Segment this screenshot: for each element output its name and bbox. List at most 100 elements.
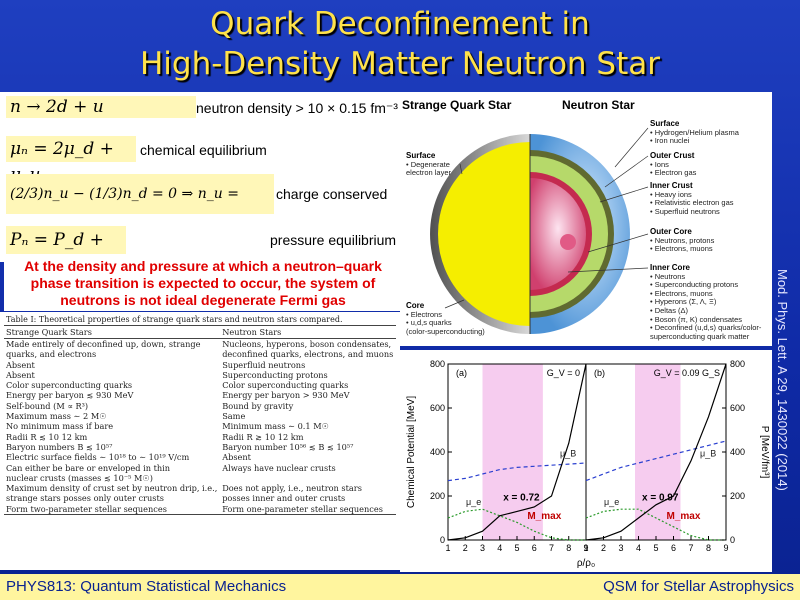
x-annotation: x = 0.97 [642,492,679,503]
table-cell: Energy per baryon ≲ 930 MeV [6,390,134,401]
table-cell: Maximum density of crust set by neutron … [6,483,218,494]
table-cell [220,473,396,483]
x-tick-label: 4 [636,543,641,553]
table-cell: Same [222,411,246,422]
x-tick-label: 5 [514,543,519,553]
x-tick-label: 2 [601,543,606,553]
slide-title: Quark Deconfinement in High-Density Matt… [0,4,800,84]
neutron-inner-core-label: Inner Core • Neutrons • Superconducting … [650,263,762,341]
table-cell: Baryon number 10⁵⁶ ≲ B ≲ 10⁵⁷ [222,441,354,452]
table-cell: Form two-parameter stellar sequences [4,503,221,516]
red-note: At the density and pressure at which a n… [4,258,402,311]
table-cell: nuclear crusts (masses ≲ 10⁻⁵ M☉) [6,472,153,483]
x-tick-label: 2 [463,543,468,553]
equation-1: n → 2d + u [6,96,196,118]
footer-topic: QSM for Stellar Astrophysics [603,578,794,595]
table-cell: No minimum mass if bare [6,421,114,432]
equation-2-note: chemical equilibrium [140,142,267,158]
x-tick-label: 7 [549,543,554,553]
table-cell: Nucleons, hyperons, boson condensates, [222,339,392,349]
neutron-surface-label: Surface • Hydrogen/Helium plasma • Iron … [650,119,739,146]
neutron-outer-core-label: Outer Core • Neutrons, protons • Electro… [650,227,715,254]
table-header-neutron: Neutron Stars [220,325,396,339]
table-row: Radii R ≲ 10 12 km Radii R ≳ 10 12 km [4,432,396,442]
strange-core-label: Core • Electrons • u,d,s quarks (color-s… [406,301,485,336]
neutron-outer-crust-label: Outer Crust • Ions • Electron gas [650,151,697,178]
comparison-table: Strange Quark Stars Neutron Stars Made e… [4,325,396,516]
comparison-table-panel: Table I: Theoretical properties of stran… [0,312,400,570]
table-cell: Made entirely of deconfined up, down, st… [6,339,201,349]
x-tick-label: 7 [688,543,693,553]
panel-param: G_V = 0.09 G_S [654,368,720,378]
y-right-tick-label: 0 [730,535,735,545]
strange-star-core [438,142,530,326]
table-cell: Bound by gravity [222,400,294,411]
x-tick-label: 9 [723,543,728,553]
table-cell: strange stars posses only outer crusts [6,493,164,504]
table-cell: Self-bound (M ∝ R³) [6,400,89,411]
series-line [585,440,727,482]
table-cell: Baryon numbers B ≲ 10⁵⁷ [6,441,113,452]
table-row: Electric surface fields ∼ 10¹⁸ to ∼ 10¹⁹… [4,452,396,462]
panel-label: (b) [594,368,605,378]
table-caption: Table I: Theoretical properties of stran… [6,315,343,324]
table-cell: Can either be bare or enveloped in thin [6,462,171,473]
strange-surface-label: Surface • Degenerate electron layer [406,151,452,178]
table-row: Absent Superconducting protons [4,370,396,380]
mmax-label: M_max [667,511,701,522]
table-row: Made entirely of deconfined up, down, st… [4,339,396,350]
citation: Mod. Phys. Lett. A 29, 1430022 (2014) [775,269,790,491]
series-label-mu-b: μ_B [700,448,716,458]
y-right-tick-label: 600 [730,403,745,413]
table-row: Absent Superfluid neutrons [4,360,396,370]
table-cell: Radii R ≲ 10 12 km [6,431,88,442]
strange-star-title: Strange Quark Star [402,98,512,112]
x-tick-label: 3 [480,543,485,553]
y-tick-label: 600 [430,403,445,413]
table-row: Maximum density of crust set by neutron … [4,483,396,493]
x-tick-label: 1 [445,543,450,553]
x-annotation: x = 0.72 [503,492,540,503]
table-cell: Color superconducting quarks [6,380,133,391]
equation-4: Pₙ = P_d + P_u [6,226,126,278]
mixed-phase-band [482,364,543,540]
y-tick-label: 800 [430,359,445,369]
x-tick-label: 3 [618,543,623,553]
table-cell: Form one-parameter stellar sequences [220,503,396,516]
chemical-potential-chart: 1 2 3 4 5 6 7 8 9 (a) G_V = 0 μ_B μ_e x = 0.72 M_max 1 2… [406,359,770,569]
table-cell: Energy per baryon > 930 MeV [222,390,350,401]
table-cell: posses inner and outer crusts [222,493,346,504]
mmax-label: M_max [527,511,561,522]
equation-2: μₙ = 2μ_d + μ_u [6,136,136,185]
table-row: Self-bound (M ∝ R³) Bound by gravity [4,401,396,411]
slide-title-line2: High-Density Matter Neutron Star [139,46,661,82]
slide-title-line1: Quark Deconfinement in [210,6,590,42]
x-tick-label: 6 [671,543,676,553]
y-tick-label: 0 [440,535,445,545]
x-tick-label: 4 [497,543,502,553]
y-right-tick-label: 400 [730,447,745,457]
star-cross-section [430,127,649,334]
series-line [447,363,587,541]
table-cell: deconfined quarks, electrons, and muons [222,349,394,360]
table-cell: Color superconducting quarks [222,380,349,391]
table-row: Can either be bare or enveloped in thin A… [4,463,396,473]
y-axis-label-right: P [MeV/fm³] [759,426,770,479]
equation-1-note: neutron density > 10 × 0.15 fm⁻³ [196,100,398,116]
y-right-tick-label: 200 [730,491,745,501]
x-tick-label: 9 [583,543,588,553]
series-line [447,462,587,482]
table-row: quarks, and electrons deconfined quarks, … [4,349,396,359]
star-figure-panel: Strange Quark Star Neutron Star [400,92,772,346]
table-header-strange: Strange Quark Stars [4,325,221,339]
y-tick-label: 200 [430,491,445,501]
table-row: nuclear crusts (masses ≲ 10⁻⁵ M☉) [4,473,396,483]
panel-label: (a) [456,368,467,378]
table-header-row: Strange Quark Stars Neutron Stars [4,325,396,339]
neutron-star-title: Neutron Star [562,98,635,112]
series-line [447,508,586,541]
series-line [585,508,726,541]
panel-param: G_V = 0 [547,368,580,378]
table-cell: Absent [6,369,35,380]
table-row: Energy per baryon ≲ 930 MeV Energy per ba… [4,390,396,400]
